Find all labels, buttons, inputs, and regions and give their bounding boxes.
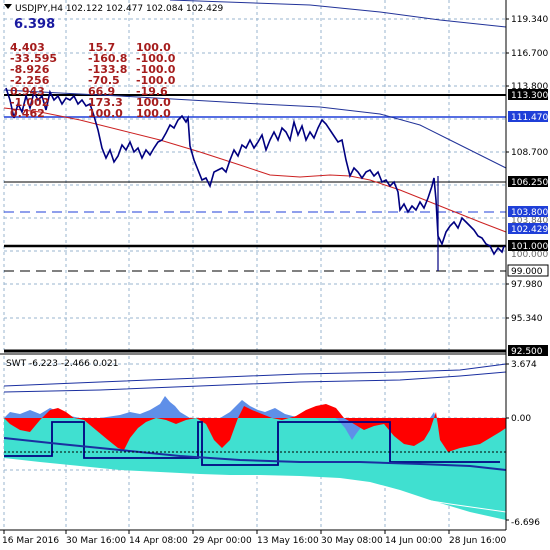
tag-99000 bbox=[507, 264, 549, 277]
histogram-cyan-area bbox=[4, 418, 506, 520]
tag-99000-label: 99.000 bbox=[511, 267, 543, 277]
tag-113300-label: 113.300 bbox=[511, 91, 548, 101]
indicator-label: SWT -6.223 -2.466 0.021 bbox=[6, 359, 118, 369]
tag-101000-label: 101.000 bbox=[511, 242, 548, 252]
stats-cell: -2.256 bbox=[10, 74, 50, 87]
indicator-axis: 3.674 0.00 -6.696 bbox=[506, 360, 540, 528]
indicator-panel[interactable]: SWT -6.223 -2.466 0.021 bbox=[3, 356, 507, 530]
stats-cell: -19.6 bbox=[136, 85, 168, 98]
stats-cell: 100.0 bbox=[136, 96, 171, 109]
time-label: 16 Mar 2016 bbox=[2, 536, 59, 546]
tag-102429 bbox=[508, 223, 548, 234]
tag-106250 bbox=[508, 176, 548, 187]
tag-103800 bbox=[508, 206, 548, 217]
time-label: 30 Mar 16:00 bbox=[66, 536, 126, 546]
time-label: 30 May 08:00 bbox=[321, 536, 383, 546]
price-tick: 108.700 bbox=[511, 148, 548, 158]
stats-table: 4.403 15.7 100.0 -33.595 -160.8 -100.0 -… bbox=[10, 41, 176, 120]
time-label: 13 May 16:00 bbox=[257, 536, 319, 546]
stats-cell: -33.595 bbox=[10, 52, 57, 65]
stats-cell: -8.926 bbox=[10, 63, 50, 76]
stats-cell: -100.0 bbox=[136, 52, 176, 65]
level-lines bbox=[4, 94, 506, 353]
ma-blue-line-lower bbox=[3, 89, 507, 169]
price-axis: 119.340 116.700 113.800 108.700 97.980 9… bbox=[506, 15, 548, 324]
price-tick-faint: 103.840 bbox=[511, 216, 548, 226]
stats-cell: -133.8 bbox=[88, 63, 127, 76]
indicator-tick: 0.00 bbox=[511, 414, 531, 424]
ma-blue-line bbox=[169, 0, 507, 28]
stats-cell: 15.7 bbox=[88, 41, 115, 54]
price-tick: 116.700 bbox=[511, 49, 548, 59]
collapse-triangle-icon[interactable] bbox=[4, 4, 12, 9]
price-tick: 119.340 bbox=[511, 15, 548, 25]
symbol-header: USDJPY,H4 102.122 102.477 102.084 102.42… bbox=[4, 4, 224, 32]
price-tick: 97.980 bbox=[511, 280, 543, 290]
stats-cell: 100.0 bbox=[88, 107, 123, 120]
tag-92500-label: 92.500 bbox=[511, 347, 543, 357]
stats-cell: -100.0 bbox=[136, 63, 176, 76]
indicator-upper-line-2 bbox=[3, 371, 507, 393]
tag-111470-label: 111.470 bbox=[511, 113, 548, 123]
stats-cell: -70.5 bbox=[88, 74, 120, 87]
tag-106250-label: 106.250 bbox=[511, 178, 548, 188]
time-label: 29 Apr 00:00 bbox=[193, 536, 252, 546]
tag-101000 bbox=[508, 240, 548, 251]
stats-cell: -1.002 bbox=[10, 96, 49, 109]
stats-cell: 66.9 bbox=[88, 85, 115, 98]
indicator-white-line bbox=[3, 475, 507, 513]
stats-cell: 4.403 bbox=[10, 41, 45, 54]
tag-103800-label: 103.800 bbox=[511, 208, 548, 218]
tag-92500 bbox=[508, 345, 548, 356]
indicator-tick: 3.674 bbox=[511, 360, 537, 370]
price-line bbox=[5, 87, 505, 256]
time-label: 14 Apr 08:00 bbox=[129, 536, 188, 546]
indicator-upper-line bbox=[3, 363, 507, 387]
price-tags: 113.300 111.470 106.250 103.800 102.429 … bbox=[507, 89, 549, 357]
symbol-info: USDJPY,H4 102.122 102.477 102.084 102.42… bbox=[15, 4, 224, 14]
price-grid bbox=[3, 0, 506, 350]
price-tick: 95.340 bbox=[511, 314, 543, 324]
tag-102429-label: 102.429 bbox=[511, 225, 548, 235]
histogram-red-area bbox=[4, 404, 506, 452]
tag-113300 bbox=[508, 89, 548, 100]
price-panel[interactable]: USDJPY,H4 102.122 102.477 102.084 102.42… bbox=[3, 0, 507, 353]
indicator-lower-line bbox=[3, 437, 507, 471]
stats-cell: -100.0 bbox=[136, 74, 176, 87]
stats-cell: 100.0 bbox=[136, 107, 171, 120]
tag-111470 bbox=[508, 111, 548, 122]
indicator-tick: -6.696 bbox=[511, 518, 540, 528]
stats-cell: -160.8 bbox=[88, 52, 127, 65]
stats-cell: 173.3 bbox=[88, 96, 123, 109]
signal-step-line bbox=[4, 421, 500, 466]
stats-cell: 100.0 bbox=[136, 41, 171, 54]
stats-cell: 0.943 bbox=[10, 85, 45, 98]
ma-red-line bbox=[3, 107, 507, 233]
big-value: 6.398 bbox=[14, 17, 55, 32]
time-label: 28 Jun 16:00 bbox=[449, 536, 506, 546]
price-tick-faint: 100.000 bbox=[511, 250, 548, 260]
stats-cell: 0.462 bbox=[10, 107, 45, 120]
price-tick: 113.800 bbox=[511, 82, 548, 92]
time-label: 14 Jun 00:00 bbox=[385, 536, 442, 546]
time-axis: 16 Mar 2016 30 Mar 16:00 14 Apr 08:00 29… bbox=[2, 530, 506, 546]
